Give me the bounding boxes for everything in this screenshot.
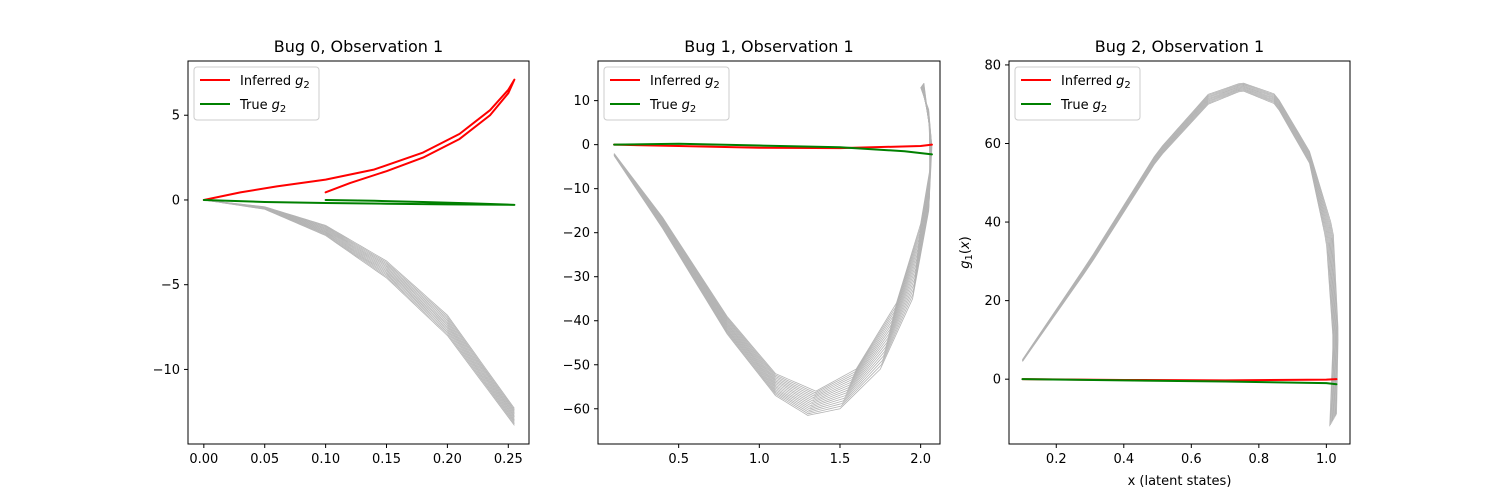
y-tick-label: 0 bbox=[582, 138, 590, 153]
y-tick-label: −40 bbox=[563, 314, 590, 329]
x-tick-label: 1.0 bbox=[749, 452, 770, 467]
x-tick-label: 0.8 bbox=[1248, 452, 1269, 467]
x-tick-label: 0.4 bbox=[1113, 452, 1134, 467]
x-tick-label: 0.10 bbox=[311, 452, 340, 467]
y-tick-label: −30 bbox=[563, 270, 590, 285]
y-tick-label: 5 bbox=[172, 109, 180, 124]
x-axis-label: x (latent states) bbox=[1128, 474, 1232, 489]
subplot-bug-0: Bug 0, Observation 1 0.00 0.05 0.10 0.15 0.20… bbox=[153, 37, 530, 467]
x-tick-label: 0.20 bbox=[433, 452, 462, 467]
sample-curve bbox=[203, 199, 515, 411]
subplot-bug-2: Bug 2, Observation 1 0.2 0.4 0.6 0.8 1.0 80 60 4… bbox=[958, 37, 1351, 489]
y-tick-label: −50 bbox=[563, 358, 590, 373]
legend-entry: True g2 bbox=[649, 98, 696, 115]
sample-curve bbox=[1022, 86, 1337, 420]
sample-curve bbox=[1022, 87, 1336, 422]
y-tick-label: −20 bbox=[563, 226, 590, 241]
x-tick-label: 0.05 bbox=[250, 452, 279, 467]
series-true-g2 bbox=[202, 198, 516, 206]
chart-title: Bug 0, Observation 1 bbox=[274, 37, 443, 56]
x-tick-label: 0.6 bbox=[1181, 452, 1202, 467]
sample-curve bbox=[203, 199, 515, 420]
series-true-g2 bbox=[613, 142, 933, 156]
chart-title: Bug 1, Observation 1 bbox=[684, 37, 853, 56]
y-tick-label: 60 bbox=[984, 137, 1001, 152]
sample-curve bbox=[1022, 90, 1334, 427]
sample-curve bbox=[203, 199, 515, 426]
x-tick-label: 0.15 bbox=[372, 452, 401, 467]
x-tick-label: 1.0 bbox=[1316, 452, 1337, 467]
sample-curve bbox=[203, 199, 515, 422]
sample-curve bbox=[613, 83, 933, 415]
x-tick-label: 0.00 bbox=[189, 452, 218, 467]
y-axis-label: g1(x) bbox=[958, 236, 975, 269]
axes-frame bbox=[187, 60, 530, 445]
plot-area bbox=[202, 78, 516, 426]
sample-curve bbox=[1022, 84, 1338, 418]
sample-curve bbox=[203, 199, 515, 419]
y-tick-label: 10 bbox=[573, 94, 590, 109]
x-tick-label: 2.0 bbox=[910, 452, 931, 467]
legend: Inferred g2 True g2 bbox=[193, 66, 320, 121]
x-tick-label: 1.5 bbox=[830, 452, 851, 467]
legend-entry: Inferred g2 bbox=[650, 74, 720, 91]
sample-curve bbox=[613, 86, 931, 397]
sample-curve bbox=[1022, 88, 1335, 423]
axes-frame bbox=[597, 60, 941, 445]
y-tick-label: 40 bbox=[984, 216, 1001, 231]
y-tick-label: −60 bbox=[563, 402, 590, 417]
sample-curve bbox=[1022, 83, 1338, 416]
sample-curve bbox=[1022, 85, 1337, 419]
y-tick-label: −10 bbox=[153, 363, 180, 378]
chart-title: Bug 2, Observation 1 bbox=[1095, 37, 1264, 56]
sample-curve bbox=[203, 199, 515, 418]
sample-curve bbox=[1022, 88, 1335, 424]
y-tick-label: 80 bbox=[984, 58, 1001, 73]
plot-area bbox=[613, 82, 933, 416]
sample-curve bbox=[203, 199, 515, 409]
series-inferred-g2 bbox=[202, 78, 516, 201]
sample-curve bbox=[613, 83, 932, 413]
y-tick-label: 0 bbox=[993, 373, 1001, 388]
sample-curve bbox=[613, 85, 931, 400]
y-tick-label: 0 bbox=[172, 193, 180, 208]
sample-curve bbox=[613, 86, 931, 394]
axes-frame bbox=[1008, 60, 1351, 445]
sample-curve bbox=[613, 87, 931, 392]
sample-curve bbox=[203, 199, 515, 412]
legend-entry: True g2 bbox=[1060, 98, 1107, 115]
sample-curve bbox=[203, 199, 515, 413]
sample-curve bbox=[613, 82, 933, 416]
subplot-bug-1: Bug 1, Observation 1 0.5 1.0 1.5 2.0 10 0 −10 −2… bbox=[563, 37, 941, 467]
sample-curve bbox=[203, 199, 515, 425]
y-tick-label: −5 bbox=[161, 278, 180, 293]
sample-curve bbox=[203, 199, 515, 416]
legend-entry: Inferred g2 bbox=[1061, 74, 1131, 91]
legend: Inferred g2 True g2 bbox=[1014, 66, 1141, 121]
sample-curve bbox=[1022, 89, 1334, 426]
sample-curve bbox=[203, 199, 515, 423]
y-tick-label: −10 bbox=[563, 182, 590, 197]
sample-curve bbox=[1022, 82, 1339, 415]
legend: Inferred g2 True g2 bbox=[603, 66, 730, 121]
y-tick-label: 20 bbox=[984, 294, 1001, 309]
sample-curve bbox=[613, 85, 931, 403]
sample-curve bbox=[613, 84, 932, 407]
x-tick-label: 0.2 bbox=[1046, 452, 1067, 467]
sample-curve bbox=[203, 199, 515, 415]
plot-area bbox=[1021, 82, 1339, 427]
x-tick-label: 0.25 bbox=[494, 452, 523, 467]
legend-entry: True g2 bbox=[239, 98, 286, 115]
x-tick-label: 0.5 bbox=[668, 452, 689, 467]
series-inferred-g2 bbox=[613, 143, 933, 150]
series-true-g2 bbox=[1021, 378, 1338, 386]
legend-entry: Inferred g2 bbox=[240, 74, 310, 91]
